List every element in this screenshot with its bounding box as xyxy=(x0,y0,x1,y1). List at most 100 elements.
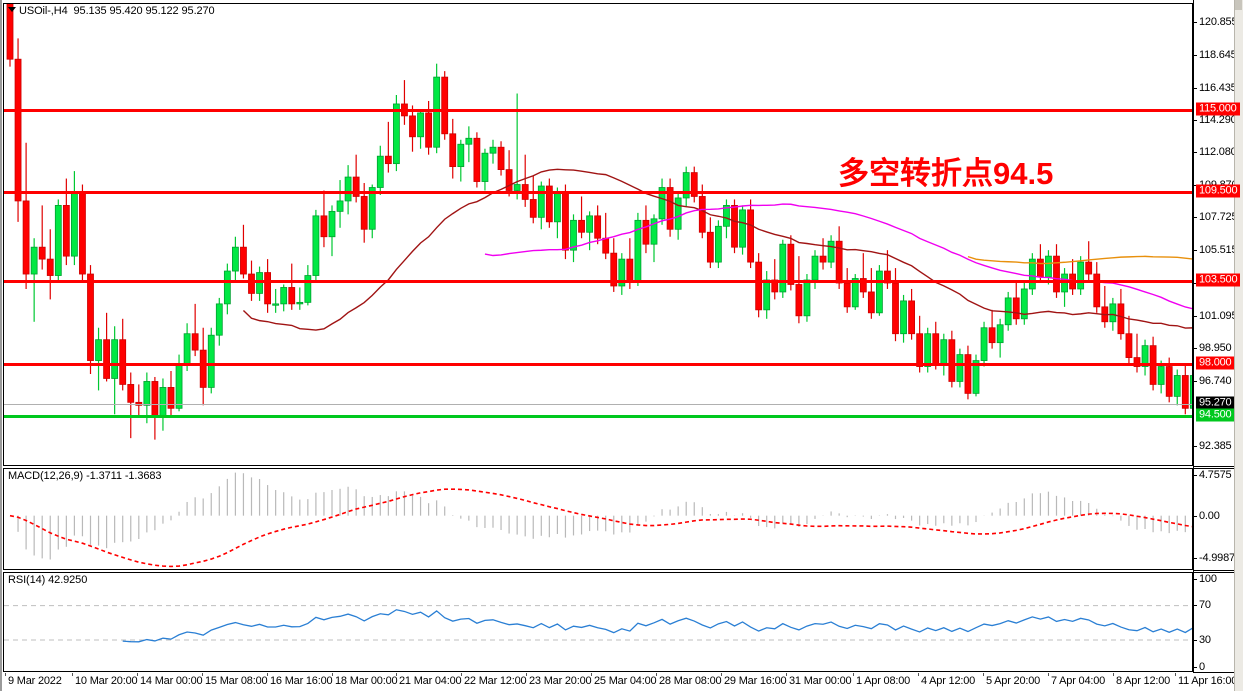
candle-body xyxy=(159,387,167,417)
candle-body xyxy=(682,172,690,199)
level-line-resistance-103-5[interactable] xyxy=(4,280,1192,284)
time-axis-label: 22 Mar 12:00 xyxy=(464,675,527,687)
candle-body xyxy=(900,300,907,335)
price-tick-label: 112.080 xyxy=(1199,146,1237,159)
macd-tick-label: 4.7575 xyxy=(1199,469,1232,482)
scrollbar-thumb[interactable] xyxy=(1235,0,1242,10)
candle-body xyxy=(988,327,996,344)
scale-tick-mark xyxy=(1193,605,1197,607)
price-tick-label: 116.435 xyxy=(1199,81,1237,94)
candle-body xyxy=(594,215,602,239)
scale-pane-divider xyxy=(1193,572,1234,573)
candle-body xyxy=(513,184,521,191)
candle-body xyxy=(537,185,545,218)
candle-body xyxy=(79,191,86,275)
time-tick-mark xyxy=(1113,673,1114,676)
candle-body xyxy=(151,381,159,417)
price-badge-103-500[interactable]: 103.500 xyxy=(1196,273,1241,287)
candle-body xyxy=(62,205,70,257)
price-badge-94-500[interactable]: 94.500 xyxy=(1196,408,1235,422)
candle-body xyxy=(980,327,988,361)
candle-body xyxy=(779,243,787,293)
price-badge-95-270[interactable]: 95.270 xyxy=(1196,396,1235,410)
candle-body xyxy=(529,199,537,218)
candle-body xyxy=(562,193,569,251)
chart-annotation-text: 多空转折点94.5 xyxy=(838,156,1054,191)
time-tick-mark xyxy=(267,673,268,676)
candle-body xyxy=(698,196,706,233)
candle-body xyxy=(787,243,795,285)
candle-body xyxy=(489,146,497,154)
candle-body xyxy=(715,225,722,263)
candle-body xyxy=(46,258,54,276)
time-tick-mark xyxy=(591,673,592,676)
candle-body xyxy=(940,339,948,364)
price-chart-pane[interactable]: USOil-,H4 95.135 95.420 95.122 95.270 xyxy=(3,3,1193,466)
candle-body xyxy=(135,401,143,406)
candle-body xyxy=(231,246,239,272)
scale-tick-mark xyxy=(1193,348,1197,350)
candle-body xyxy=(505,169,513,191)
candle-body xyxy=(360,196,368,230)
time-tick-mark xyxy=(918,673,919,676)
candle-body xyxy=(95,339,102,361)
scale-tick-mark xyxy=(1193,316,1197,318)
level-line-resistance-109-5[interactable] xyxy=(4,190,1192,194)
level-line-support-94-5[interactable] xyxy=(4,414,1192,418)
candle-body xyxy=(481,152,489,182)
scale-tick-mark xyxy=(1193,152,1197,154)
candle-body xyxy=(1141,345,1149,367)
candle-body xyxy=(642,219,650,245)
candle-body xyxy=(747,209,754,263)
price-plot-area[interactable] xyxy=(4,4,1192,465)
candle-body xyxy=(111,339,119,379)
candle-body xyxy=(30,246,38,275)
candle-body xyxy=(1012,297,1020,320)
macd-plot-area[interactable] xyxy=(4,469,1192,569)
candle-body xyxy=(827,240,835,263)
price-tick-label: 92.385 xyxy=(1199,440,1232,453)
price-scale[interactable]: 120.855118.645116.435114.290112.080109.8… xyxy=(1193,0,1241,691)
time-axis-label: 9 Mar 2022 xyxy=(8,675,62,687)
price-candlestick-svg xyxy=(6,4,1192,440)
level-line-current-price[interactable] xyxy=(4,404,1192,406)
time-axis-label: 8 Apr 12:00 xyxy=(1116,675,1171,687)
rsi-plot-area[interactable] xyxy=(4,573,1192,671)
price-badge-98-000[interactable]: 98.000 xyxy=(1196,356,1235,370)
scale-pane-divider xyxy=(1193,468,1234,469)
time-axis-label: 14 Mar 00:00 xyxy=(140,675,203,687)
candle-body xyxy=(658,187,666,220)
rsi-pane[interactable]: RSI(14) 42.9250 xyxy=(3,572,1193,672)
scale-tick-mark xyxy=(1193,381,1197,383)
level-line-resistance-98[interactable] xyxy=(4,362,1192,366)
scale-tick-mark xyxy=(1193,87,1197,89)
price-badge-115-000[interactable]: 115.000 xyxy=(1196,102,1240,116)
time-axis[interactable]: 9 Mar 2022 10 Mar 20:00 14 Mar 00:00 15 Mar… xyxy=(3,673,1243,691)
candle-body xyxy=(811,255,819,281)
vertical-scrollbar[interactable] xyxy=(1234,0,1243,691)
symbol-header[interactable]: USOil-,H4 95.135 95.420 95.122 95.270 xyxy=(8,5,215,17)
scale-tick-mark xyxy=(1193,250,1197,252)
price-tick-label: 107.725 xyxy=(1199,211,1238,224)
candle-body xyxy=(1028,258,1036,290)
scale-tick-mark xyxy=(1193,475,1197,477)
time-axis-label: 10 Mar 20:00 xyxy=(75,675,138,687)
candle-body xyxy=(191,333,199,351)
symbol-label: USOil-,H4 xyxy=(19,5,68,17)
scale-tick-mark xyxy=(1193,119,1197,121)
candle-body xyxy=(143,381,151,406)
scale-pane-divider xyxy=(1193,570,1234,571)
candle-body xyxy=(1189,375,1192,409)
scale-tick-mark xyxy=(1193,283,1197,285)
time-tick-mark xyxy=(786,673,787,676)
price-badge-109-500[interactable]: 109.500 xyxy=(1196,184,1241,198)
macd-pane[interactable]: MACD(12,26,9) -1.3711 -1.3683 xyxy=(3,468,1193,570)
candle-body xyxy=(932,333,940,364)
candle-body xyxy=(924,333,932,367)
candle-body xyxy=(175,363,183,409)
candle-body xyxy=(167,387,175,409)
chevron-down-icon[interactable] xyxy=(8,7,16,12)
time-axis-label: 1 Apr 08:00 xyxy=(856,675,911,687)
candle-body xyxy=(570,219,577,251)
level-line-resistance-115[interactable] xyxy=(4,108,1192,112)
